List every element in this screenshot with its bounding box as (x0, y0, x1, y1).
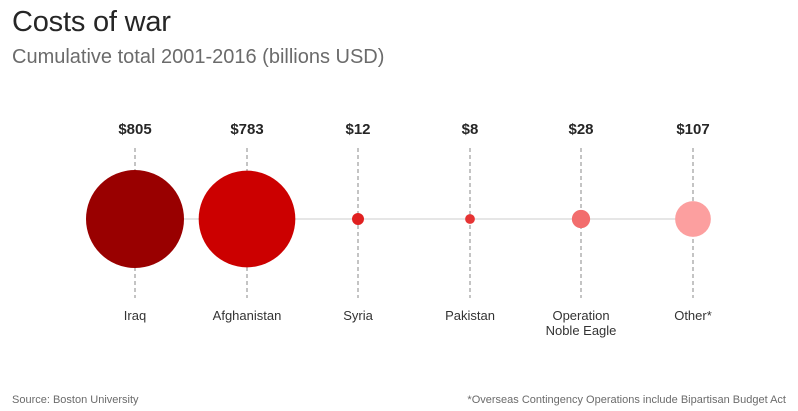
category-label: Operation Noble Eagle (546, 308, 617, 338)
category-label: Syria (343, 308, 373, 323)
chart-subtitle: Cumulative total 2001-2016 (billions USD… (12, 46, 385, 68)
source-note: Source: Boston University (12, 394, 139, 406)
footnote: *Overseas Contingency Operations include… (467, 394, 786, 406)
value-label: $8 (462, 121, 479, 138)
bubble (465, 214, 475, 224)
bubble (675, 201, 711, 237)
value-label: $12 (345, 121, 370, 138)
value-label: $28 (568, 121, 593, 138)
value-label: $107 (676, 121, 709, 138)
category-label: Pakistan (445, 308, 495, 323)
category-label: Afghanistan (213, 308, 282, 323)
bubble (352, 213, 364, 225)
bubble (86, 170, 184, 268)
bubble (571, 209, 591, 229)
chart-title: Costs of war (12, 6, 171, 38)
value-label: $783 (230, 121, 263, 138)
value-label: $805 (118, 121, 151, 138)
category-label: Other* (674, 308, 712, 323)
category-label: Iraq (124, 308, 146, 323)
bubble (198, 170, 296, 268)
